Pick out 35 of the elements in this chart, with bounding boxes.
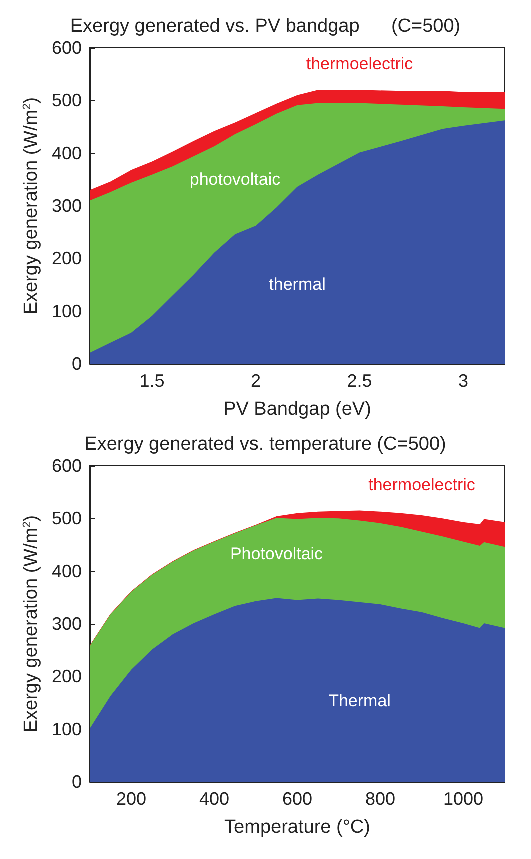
y-tick-label: 600 — [52, 456, 82, 476]
y-axis-title: Exergy generation (W/m2) — [21, 97, 42, 315]
x-axis-title: Temperature (°C) — [224, 817, 370, 838]
y-tick-label: 100 — [52, 301, 82, 322]
y-tick-label: 300 — [52, 614, 82, 634]
series-label: thermoelectric — [306, 54, 414, 74]
x-tick-label: 3 — [458, 371, 469, 391]
y-tick-label: 200 — [52, 666, 82, 687]
series-label: photovoltaic — [190, 170, 282, 189]
y-tick-label: 100 — [52, 719, 82, 740]
x-tick-label: 2.5 — [347, 371, 372, 391]
x-tick-label: 200 — [116, 789, 147, 809]
y-tick-label: 400 — [52, 561, 82, 582]
y-tick-label: 500 — [52, 90, 82, 111]
x-axis-title: PV Bandgap (eV) — [224, 399, 372, 420]
x-tick-label: 1000 — [443, 789, 484, 809]
series-label: thermoelectric — [368, 475, 476, 494]
chart-title: Exergy generated vs. temperature (C=500) — [84, 434, 446, 455]
series-label: Thermal — [328, 692, 391, 711]
y-tick-label: 500 — [52, 508, 82, 529]
y-tick-label: 0 — [72, 354, 82, 374]
x-tick-label: 600 — [282, 789, 313, 809]
series-label: Photovoltaic — [230, 544, 324, 564]
chart-title: Exergy generated vs. PV bandgap (C=500) — [70, 16, 461, 37]
y-tick-label: 400 — [52, 143, 82, 164]
x-tick-label: 1.5 — [140, 371, 165, 391]
x-tick-label: 2 — [250, 371, 262, 391]
y-tick-label: 0 — [72, 772, 82, 792]
y-axis-title: Exergy generation (W/m2) — [21, 515, 42, 733]
x-tick-label: 800 — [365, 789, 396, 809]
series-label: thermal — [269, 274, 326, 294]
x-tick-label: 400 — [199, 789, 230, 809]
y-tick-label: 300 — [52, 196, 82, 216]
y-tick-label: 200 — [52, 248, 82, 269]
y-tick-label: 600 — [52, 38, 82, 58]
